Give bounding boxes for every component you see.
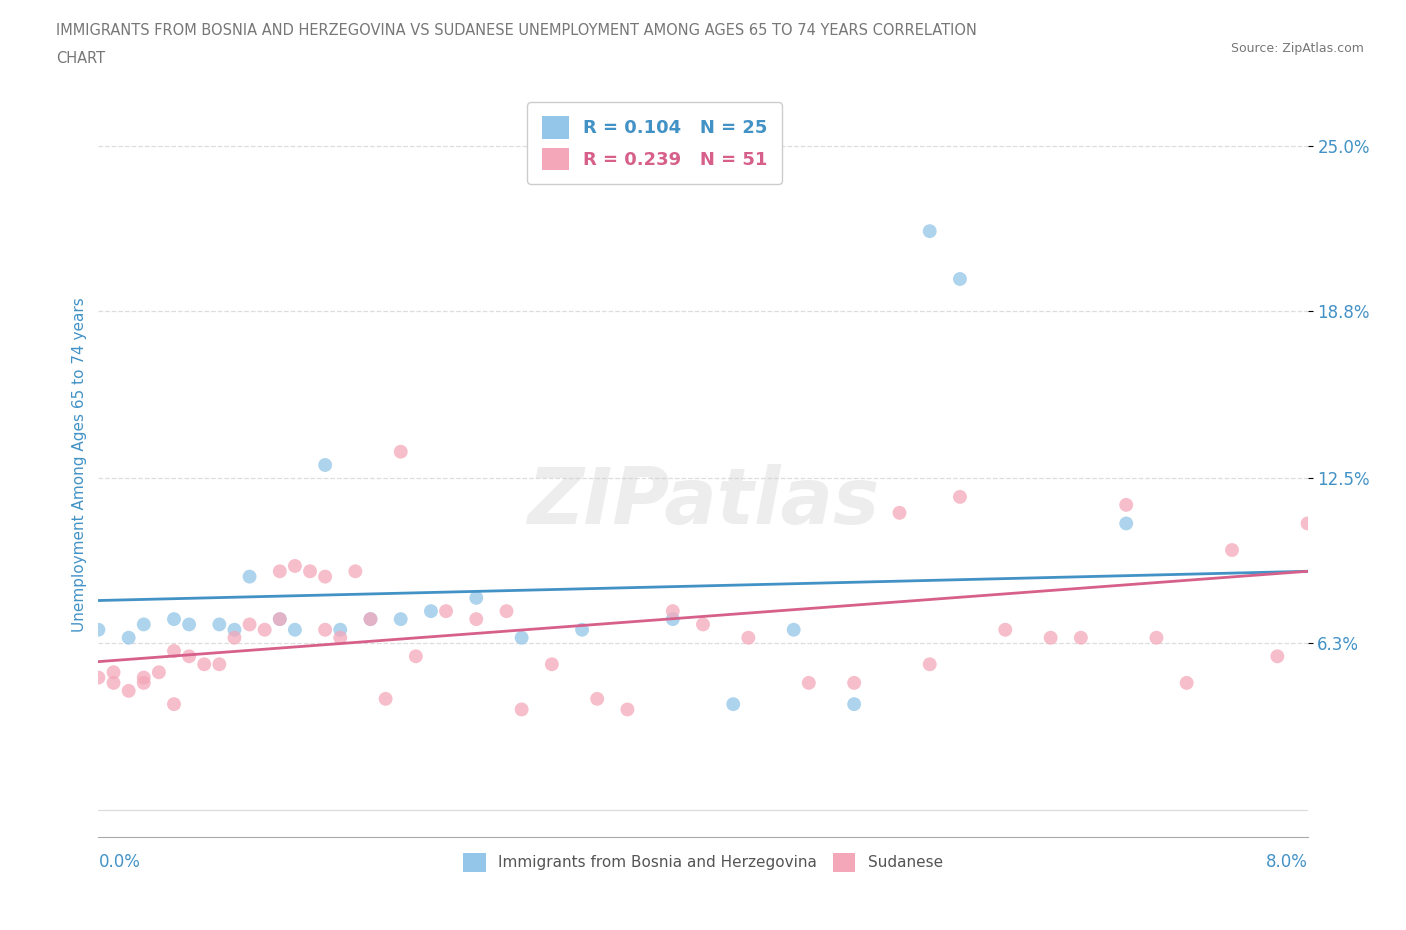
Point <box>208 657 231 671</box>
Point <box>132 675 155 690</box>
Point <box>179 617 201 631</box>
Point <box>510 631 533 645</box>
Y-axis label: Unemployment Among Ages 65 to 74 years: Unemployment Among Ages 65 to 74 years <box>72 298 87 632</box>
Point <box>420 604 443 618</box>
Point <box>118 631 141 645</box>
Point <box>224 622 246 637</box>
Point <box>844 675 866 690</box>
Point <box>1175 675 1198 690</box>
Point <box>1115 498 1137 512</box>
Point <box>132 617 155 631</box>
Point <box>616 702 638 717</box>
Point <box>360 612 382 627</box>
Point <box>360 612 382 627</box>
Point <box>239 569 262 584</box>
Point <box>586 691 609 706</box>
Point <box>434 604 457 618</box>
Point <box>329 631 352 645</box>
Point <box>1070 631 1092 645</box>
Point <box>239 617 262 631</box>
Text: CHART: CHART <box>56 51 105 66</box>
Point <box>1115 516 1137 531</box>
Point <box>193 657 215 671</box>
Point <box>949 489 972 504</box>
Point <box>269 612 291 627</box>
Point <box>87 622 110 637</box>
Point <box>269 612 291 627</box>
Point <box>949 272 972 286</box>
Legend: Immigrants from Bosnia and Herzegovina, Sudanese: Immigrants from Bosnia and Herzegovina, … <box>457 847 949 878</box>
Point <box>918 657 941 671</box>
Point <box>465 591 488 605</box>
Point <box>253 622 276 637</box>
Point <box>314 458 336 472</box>
Point <box>118 684 141 698</box>
Point <box>661 604 683 618</box>
Point <box>87 671 110 685</box>
Text: 8.0%: 8.0% <box>1265 853 1308 870</box>
Point <box>994 622 1017 637</box>
Point <box>510 702 533 717</box>
Point <box>299 564 322 578</box>
Point <box>737 631 759 645</box>
Point <box>783 622 806 637</box>
Point <box>132 671 155 685</box>
Text: Source: ZipAtlas.com: Source: ZipAtlas.com <box>1230 42 1364 55</box>
Point <box>208 617 231 631</box>
Point <box>1296 516 1319 531</box>
Point <box>844 697 866 711</box>
Point <box>284 622 307 637</box>
Point <box>723 697 745 711</box>
Point <box>1267 649 1289 664</box>
Text: IMMIGRANTS FROM BOSNIA AND HERZEGOVINA VS SUDANESE UNEMPLOYMENT AMONG AGES 65 TO: IMMIGRANTS FROM BOSNIA AND HERZEGOVINA V… <box>56 23 977 38</box>
Point <box>344 564 367 578</box>
Point <box>1146 631 1168 645</box>
Point <box>465 612 488 627</box>
Point <box>1220 542 1243 557</box>
Point <box>571 622 593 637</box>
Text: 0.0%: 0.0% <box>98 853 141 870</box>
Point <box>540 657 562 671</box>
Point <box>1039 631 1062 645</box>
Point <box>389 612 412 627</box>
Point <box>797 675 820 690</box>
Point <box>374 691 396 706</box>
Point <box>163 612 186 627</box>
Point <box>661 612 683 627</box>
Point <box>163 644 186 658</box>
Point <box>103 675 125 690</box>
Point <box>179 649 201 664</box>
Point <box>889 505 911 520</box>
Point <box>389 445 412 459</box>
Point <box>148 665 170 680</box>
Point <box>918 224 941 239</box>
Point <box>163 697 186 711</box>
Point <box>284 559 307 574</box>
Text: ZIPatlas: ZIPatlas <box>527 464 879 540</box>
Point <box>269 564 291 578</box>
Point <box>495 604 517 618</box>
Point <box>103 665 125 680</box>
Point <box>405 649 427 664</box>
Point <box>329 622 352 637</box>
Point <box>692 617 714 631</box>
Point <box>224 631 246 645</box>
Point <box>314 569 336 584</box>
Point <box>314 622 336 637</box>
